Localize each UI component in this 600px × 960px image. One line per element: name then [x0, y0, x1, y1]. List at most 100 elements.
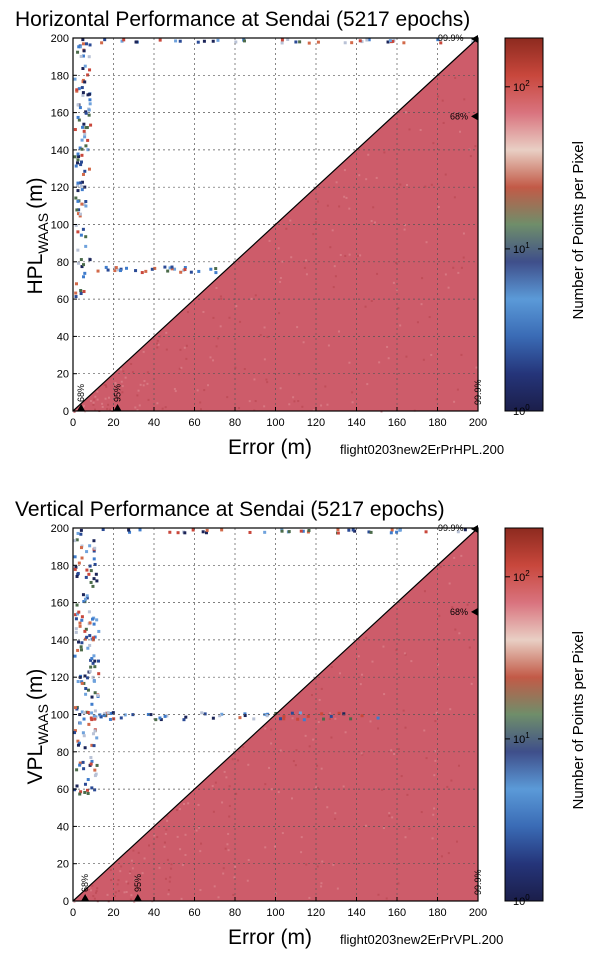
sparse-point — [88, 98, 92, 102]
density-pixel — [89, 399, 92, 402]
density-pixel — [324, 385, 327, 388]
density-pixel — [266, 381, 269, 384]
sparse-point — [196, 40, 200, 44]
density-pixel — [197, 803, 200, 806]
x-tick-label: 200 — [469, 907, 487, 919]
density-pixel — [460, 266, 463, 269]
sparse-point — [298, 40, 302, 44]
percentile-label: 95% — [113, 384, 123, 402]
sparse-point — [81, 42, 85, 46]
density-pixel — [165, 348, 168, 351]
sparse-point — [83, 271, 87, 275]
density-pixel — [364, 305, 367, 308]
sparse-point — [83, 674, 87, 678]
colorbar-label: Number of Points per Pixel — [570, 631, 587, 809]
density-pixel — [320, 882, 323, 885]
sparse-point — [93, 562, 97, 566]
density-pixel — [330, 665, 333, 668]
density-pixel — [404, 726, 407, 729]
sparse-point — [84, 111, 88, 115]
sparse-point — [82, 202, 86, 206]
density-pixel — [397, 307, 400, 310]
density-pixel — [234, 366, 237, 369]
density-pixel — [221, 801, 224, 804]
density-pixel — [242, 746, 245, 749]
density-pixel — [316, 865, 319, 868]
density-pixel — [383, 151, 386, 154]
sparse-point — [79, 54, 83, 58]
sparse-point — [89, 123, 93, 127]
density-pixel — [264, 727, 267, 730]
y-tick-label: 120 — [51, 182, 69, 194]
sparse-point — [90, 786, 94, 790]
density-pixel — [360, 673, 363, 676]
density-pixel — [107, 403, 110, 406]
sparse-point — [86, 148, 90, 152]
y-tick-label: 80 — [57, 747, 69, 759]
density-pixel — [117, 394, 120, 397]
sparse-point — [85, 568, 89, 572]
density-pixel — [203, 389, 206, 392]
sparse-point — [73, 567, 77, 571]
sparse-point — [90, 718, 94, 722]
colorbar-tick-label: 102 — [513, 569, 530, 584]
density-pixel — [238, 407, 241, 410]
density-pixel — [223, 770, 226, 773]
density-pixel — [339, 253, 342, 256]
diagonal-line — [72, 37, 479, 412]
density-pixel — [259, 334, 262, 337]
density-pixel — [142, 350, 145, 353]
sparse-point — [278, 717, 282, 721]
density-pixel — [377, 893, 380, 896]
density-pixel — [281, 832, 284, 835]
density-pixel — [356, 254, 359, 257]
density-pixel — [277, 247, 280, 250]
colorbar-tick-exponent: 1 — [525, 731, 530, 740]
sparse-point — [84, 627, 88, 631]
sparse-point — [84, 575, 88, 579]
density-pixel — [96, 398, 99, 401]
density-pixel — [312, 738, 315, 741]
density-pixel — [315, 786, 318, 789]
density-pixel — [328, 717, 331, 720]
sparse-point — [83, 132, 87, 136]
file-name: flight0203new2ErPrHPL.200 — [340, 442, 504, 457]
density-pixel — [438, 614, 441, 617]
density-pixel — [101, 405, 104, 408]
x-tick-label: 20 — [107, 907, 119, 919]
sparse-point — [347, 528, 351, 532]
density-pixel — [226, 396, 229, 399]
y-tick-label: 140 — [51, 145, 69, 157]
sparse-point — [80, 681, 84, 685]
sparse-point — [89, 762, 93, 766]
density-pixel — [73, 410, 76, 413]
sparse-point — [95, 618, 99, 622]
density-pixel — [437, 95, 440, 98]
density-pixel — [264, 846, 267, 849]
sparse-point — [84, 42, 88, 46]
sparse-point — [178, 39, 182, 43]
density-pixel — [136, 408, 139, 411]
density-pixel — [381, 788, 384, 791]
sparse-point — [77, 155, 81, 159]
sparse-point — [75, 208, 79, 212]
sparse-point — [90, 702, 94, 706]
density-pixel — [91, 884, 94, 887]
sparse-point — [89, 716, 93, 720]
sparse-point — [88, 68, 92, 72]
density-pixel — [312, 233, 315, 236]
density-pixel — [289, 219, 292, 222]
sparse-point — [336, 531, 340, 535]
sparse-point — [73, 654, 77, 658]
sparse-point — [263, 530, 267, 534]
density-pixel — [331, 229, 334, 232]
density-pixel — [166, 815, 169, 818]
sparse-point — [149, 713, 153, 717]
density-pixel — [335, 181, 338, 184]
sparse-point — [123, 713, 127, 717]
sparse-point — [77, 741, 81, 745]
density-pixel — [129, 870, 132, 873]
sparse-point — [204, 531, 208, 535]
sparse-point — [74, 291, 78, 295]
density-pixel — [444, 273, 447, 276]
